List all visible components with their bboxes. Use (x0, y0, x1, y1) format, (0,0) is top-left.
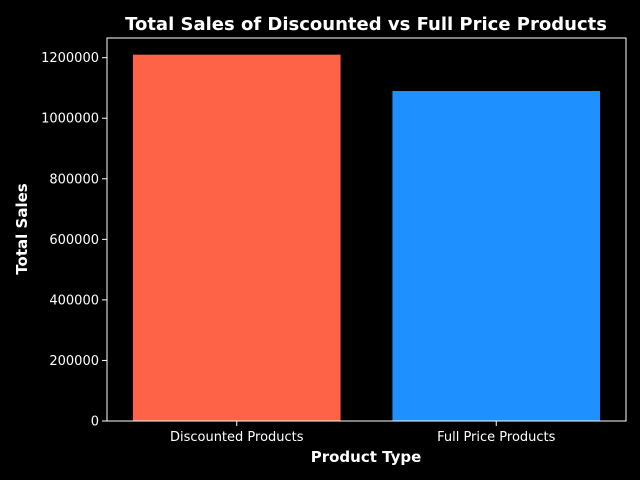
x-tick-label-1: Full Price Products (437, 430, 556, 445)
y-axis: 0 200000 400000 600000 800000 1000000 1200000 (41, 51, 107, 430)
x-axis-label: Product Type (311, 448, 422, 466)
plot-area (132, 54, 601, 422)
bar-1 (392, 90, 601, 421)
y-tick-label-4: 800000 (49, 172, 99, 187)
y-tick-label-0: 0 (91, 415, 99, 430)
y-tick-label-6: 1200000 (41, 51, 99, 66)
y-axis-label: Total Sales (13, 183, 31, 274)
plot-frame (106, 37, 627, 422)
bar-0 (132, 54, 341, 422)
y-tick-label-1: 200000 (49, 354, 99, 369)
chart-title: Total Sales of Discounted vs Full Price … (125, 14, 607, 35)
y-tick-label-2: 400000 (49, 293, 99, 308)
x-tick-label-0: Discounted Products (170, 430, 304, 445)
x-axis: Discounted Products Full Price Products (170, 421, 556, 445)
y-tick-label-3: 600000 (49, 233, 99, 248)
y-tick-label-5: 1000000 (41, 112, 99, 127)
